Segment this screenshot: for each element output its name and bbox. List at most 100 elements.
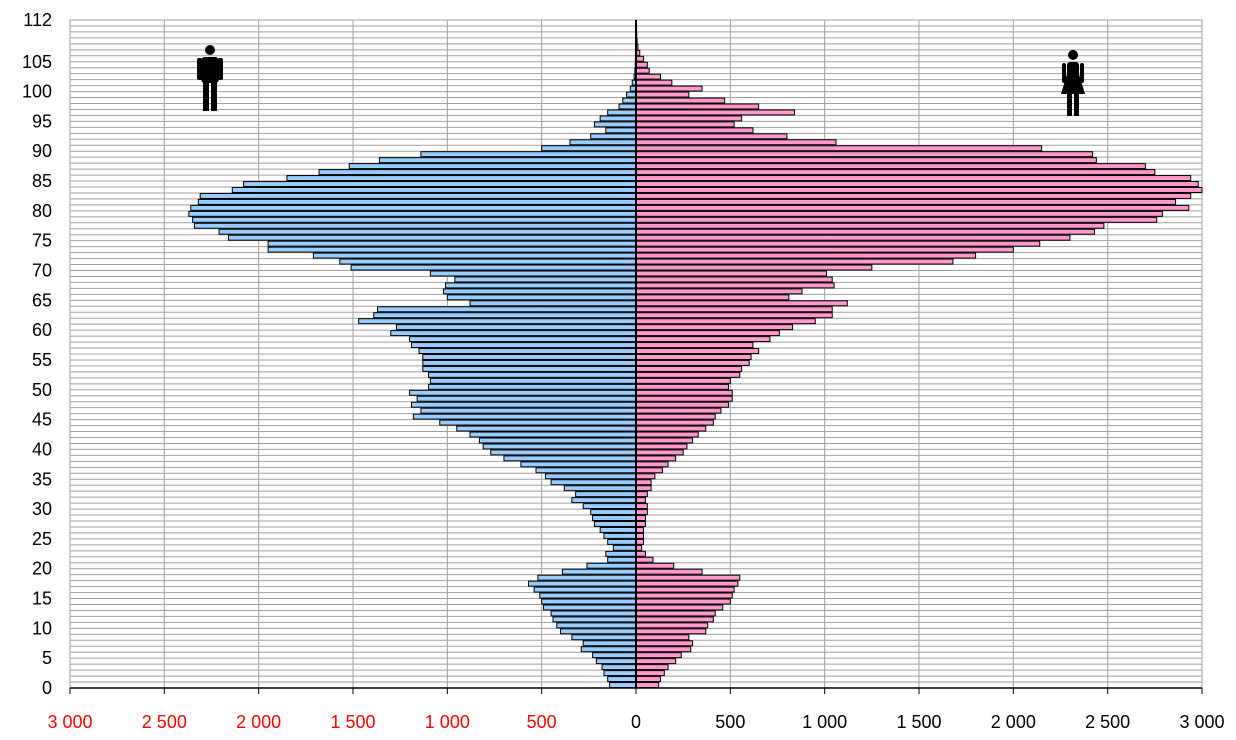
female-figure-icon xyxy=(1061,50,1085,116)
right-bar-age-56 xyxy=(635,348,760,354)
left-bar-age-65 xyxy=(446,294,637,301)
right-bar-age-105 xyxy=(635,55,645,62)
left-bar-age-76 xyxy=(218,228,637,235)
left-bar-age-72 xyxy=(312,252,637,259)
left-bar-age-80 xyxy=(190,204,637,211)
right-bar-age-5 xyxy=(635,652,682,659)
right-bar-age-9 xyxy=(635,628,707,635)
right-bar-age-25 xyxy=(635,532,645,539)
right-bar-age-45 xyxy=(635,413,716,420)
left-bar-age-41 xyxy=(478,437,637,444)
left-bar-age-48 xyxy=(416,395,637,402)
left-bar-age-6 xyxy=(580,646,637,653)
left-bar-age-53 xyxy=(422,365,637,372)
left-bar-age-20 xyxy=(586,562,637,569)
right-bar-age-36 xyxy=(635,467,663,474)
left-bar-age-74 xyxy=(267,240,637,247)
age-tick-label: 45 xyxy=(32,410,52,430)
right-bar-age-38 xyxy=(635,455,677,462)
right-bar-age-83 xyxy=(635,187,1203,193)
age-tick-label: 70 xyxy=(32,261,52,281)
left-bar-age-7 xyxy=(582,640,637,647)
right-bar-age-11 xyxy=(635,616,714,623)
left-bar-age-42 xyxy=(469,431,637,438)
left-bar-age-45 xyxy=(412,413,637,420)
left-bar-age-60 xyxy=(395,324,637,331)
left-bar-age-1 xyxy=(607,676,637,683)
right-bar-age-65 xyxy=(635,294,790,301)
left-bar-age-16 xyxy=(533,586,637,593)
left-bar-age-33 xyxy=(563,485,637,492)
left-bar-age-2 xyxy=(603,670,637,677)
left-bar-age-35 xyxy=(544,473,637,480)
age-tick-label: 20 xyxy=(32,559,52,579)
right-bar-age-98 xyxy=(635,97,726,104)
right-bar-age-100 xyxy=(635,85,703,92)
right-bar-age-89 xyxy=(635,151,1094,158)
left-bar-age-77 xyxy=(194,222,637,229)
right-bar-age-33 xyxy=(635,485,652,492)
right-bar-age-18 xyxy=(635,574,741,581)
left-bar-age-82 xyxy=(199,192,637,199)
right-bar-age-72 xyxy=(635,252,977,259)
left-bar-age-55 xyxy=(422,354,637,360)
left-bar-age-90 xyxy=(541,145,637,152)
right-bar-age-35 xyxy=(635,473,656,480)
right-bar-age-21 xyxy=(635,556,654,563)
value-tick-label: 1 500 xyxy=(330,712,375,732)
left-bar-age-99 xyxy=(626,91,637,98)
left-bar-age-18 xyxy=(537,574,637,581)
left-bar-age-36 xyxy=(535,467,637,474)
axes xyxy=(69,20,1203,694)
age-tick-label: 55 xyxy=(32,350,52,370)
right-bar-age-3 xyxy=(635,664,669,671)
right-bar-age-71 xyxy=(635,258,954,265)
left-bar-age-85 xyxy=(286,175,637,182)
left-bar-age-22 xyxy=(605,550,637,557)
right-bar-age-78 xyxy=(635,216,1158,223)
right-bar-age-104 xyxy=(635,61,648,68)
left-bar-age-24 xyxy=(607,538,637,545)
left-bar-age-39 xyxy=(490,449,637,456)
value-tick-label: 0 xyxy=(631,712,641,732)
left-bar-age-95 xyxy=(599,115,637,122)
right-bar-age-95 xyxy=(635,115,743,122)
right-bar-age-66 xyxy=(635,288,803,295)
left-bar-age-70 xyxy=(350,264,637,271)
age-tick-label: 112 xyxy=(23,10,52,30)
left-bar-age-11 xyxy=(552,616,637,623)
left-bar-age-38 xyxy=(503,455,637,462)
right-bar-age-1 xyxy=(635,676,662,683)
right-bar-age-76 xyxy=(635,228,1095,235)
value-axis-labels: 3 000 2 500 2 000 1 500 1 000 500 0 500 1 000 1 5… xyxy=(47,712,1224,732)
left-bar-age-78 xyxy=(192,216,637,223)
left-bar-age-54 xyxy=(422,359,637,366)
right-bar-age-94 xyxy=(635,121,735,128)
value-tick-label: 2 000 xyxy=(991,712,1036,732)
right-bar-age-43 xyxy=(635,425,707,432)
left-bar-age-40 xyxy=(482,443,637,450)
left-bar-age-64 xyxy=(469,300,637,307)
value-tick-label: 2 500 xyxy=(142,712,187,732)
left-bar-age-66 xyxy=(443,288,637,295)
right-bar-age-59 xyxy=(635,330,780,337)
left-bar-age-25 xyxy=(603,532,637,539)
right-bar-age-75 xyxy=(635,234,1071,241)
left-bar-age-58 xyxy=(409,336,637,343)
age-tick-label: 35 xyxy=(32,469,52,489)
right-bar-age-28 xyxy=(635,515,646,521)
right-bar-age-80 xyxy=(635,204,1190,211)
right-bar-age-6 xyxy=(635,646,692,653)
left-bar-age-63 xyxy=(377,306,637,313)
right-bar-age-53 xyxy=(635,365,743,372)
right-bar-age-48 xyxy=(635,395,733,402)
right-bar-age-8 xyxy=(635,634,690,641)
right-bar-age-86 xyxy=(635,169,1156,176)
age-tick-label: 5 xyxy=(42,648,52,668)
age-tick-label: 75 xyxy=(32,231,52,251)
right-bar-age-68 xyxy=(635,276,833,283)
left-bar-age-52 xyxy=(427,371,637,378)
right-bar-age-44 xyxy=(635,419,714,426)
right-bar-age-4 xyxy=(635,658,677,665)
left-bar-age-8 xyxy=(571,634,637,641)
